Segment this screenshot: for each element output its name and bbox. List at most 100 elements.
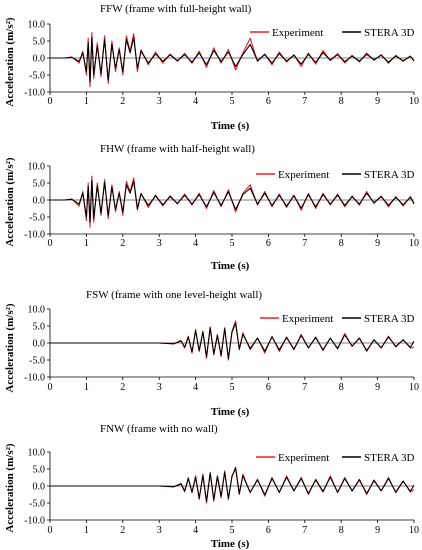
x-tick-label: 10: [409, 382, 419, 393]
legend-label-experiment: Experiment: [282, 313, 333, 325]
x-tick-label: 9: [375, 238, 380, 249]
y-axis-label: Acceleration (m/s²): [4, 17, 16, 106]
x-tick-label: 6: [266, 238, 271, 249]
x-tick-label: 3: [157, 525, 162, 536]
x-tick-label: 10: [409, 525, 419, 536]
x-tick-label: 8: [339, 525, 344, 536]
chart-fnw: FNW (frame with no wall) Acceleration (m…: [4, 423, 419, 550]
chart-panel-fsw: FSW (frame with one level-height wall) A…: [0, 284, 422, 421]
series-line-stera-3d: [50, 37, 415, 83]
chart-fhw: FHW (frame with half-height wall) Accele…: [4, 143, 419, 272]
y-tick-label: 5.0: [33, 179, 46, 190]
y-tick-label: 5.0: [33, 37, 46, 48]
series-line-experiment: [50, 175, 415, 228]
x-tick-label: 8: [339, 238, 344, 249]
series-line-stera-3d: [50, 322, 415, 360]
x-tick-label: 3: [157, 96, 162, 107]
x-tick-label: 0: [48, 525, 53, 536]
x-tick-label: 9: [375, 382, 380, 393]
x-tick-label: 6: [266, 96, 271, 107]
chart-title: FNW (frame with no wall): [100, 423, 218, 435]
chart-title: FSW (frame with one level-height wall): [86, 289, 262, 301]
y-tick-label: -5.0: [29, 499, 45, 510]
y-tick-label: -5.0: [29, 356, 45, 367]
y-tick-label: 0.0: [33, 54, 46, 65]
x-tick-label: 6: [266, 525, 271, 536]
y-tick-label: 0.0: [33, 482, 46, 493]
x-axis-label: Time (s): [211, 120, 250, 132]
y-tick-label: 5.0: [33, 465, 46, 476]
x-axis-label: Time (s): [211, 406, 250, 418]
x-tick-label: 2: [120, 525, 125, 536]
y-tick-label: -10.0: [24, 516, 45, 527]
legend-label-stera: STERA 3D: [364, 313, 414, 325]
chart-panel-fhw: FHW (frame with half-height wall) Accele…: [0, 140, 422, 277]
x-tick-label: 1: [84, 96, 89, 107]
x-tick-label: 10: [409, 238, 419, 249]
x-tick-label: 5: [230, 238, 235, 249]
x-tick-label: 7: [302, 382, 307, 393]
x-tick-label: 4: [193, 382, 198, 393]
series-line-experiment: [50, 31, 415, 88]
y-tick-label: -5.0: [29, 213, 45, 224]
x-axis-label: Time (s): [211, 260, 250, 272]
chart-title: FHW (frame with half-height wall): [100, 143, 255, 155]
x-tick-label: 0: [48, 382, 53, 393]
y-axis-label: Acceleration (m/s²): [4, 157, 16, 246]
y-tick-label: -10.0: [24, 373, 45, 384]
x-tick-label: 9: [375, 96, 380, 107]
x-tick-label: 1: [84, 382, 89, 393]
x-tick-label: 6: [266, 382, 271, 393]
x-tick-label: 5: [230, 382, 235, 393]
x-tick-label: 0: [48, 238, 53, 249]
x-tick-label: 3: [157, 238, 162, 249]
chart-panel-fnw: FNW (frame with no wall) Acceleration (m…: [0, 412, 422, 550]
x-tick-label: 2: [120, 238, 125, 249]
x-tick-label: 10: [409, 96, 419, 107]
x-tick-label: 3: [157, 382, 162, 393]
chart-fsw: FSW (frame with one level-height wall) A…: [4, 289, 419, 418]
y-tick-label: 10.0: [28, 448, 46, 459]
y-tick-label: 10.0: [28, 305, 46, 316]
series-line-stera-3d: [50, 466, 415, 502]
x-tick-label: 2: [120, 96, 125, 107]
x-tick-label: 5: [230, 96, 235, 107]
x-tick-label: 0: [48, 96, 53, 107]
legend-label-stera: STERA 3D: [364, 452, 414, 464]
y-tick-label: 10.0: [28, 162, 46, 173]
x-tick-label: 4: [193, 525, 198, 536]
x-tick-label: 5: [230, 525, 235, 536]
y-tick-label: -10.0: [24, 88, 45, 99]
x-tick-label: 1: [84, 525, 89, 536]
y-axis-label: Acceleration (m/s²): [4, 443, 16, 532]
x-tick-label: 1: [84, 238, 89, 249]
x-axis-label: Time (s): [211, 538, 250, 550]
series-line-stera-3d: [50, 179, 415, 223]
x-tick-label: 9: [375, 525, 380, 536]
x-tick-label: 4: [193, 238, 198, 249]
chart-title: FFW (frame with full-height wall): [100, 3, 252, 15]
y-tick-label: 0.0: [33, 196, 46, 207]
legend-label-stera: STERA 3D: [364, 169, 414, 181]
y-tick-label: 10.0: [28, 20, 46, 31]
x-tick-label: 7: [302, 525, 307, 536]
y-tick-label: 5.0: [33, 322, 46, 333]
legend-label-stera: STERA 3D: [364, 27, 414, 39]
x-tick-label: 8: [339, 382, 344, 393]
chart-panel-ffw: FFW (frame with full-height wall) Accele…: [0, 0, 422, 137]
legend-label-experiment: Experiment: [272, 27, 323, 39]
y-tick-label: -10.0: [24, 230, 45, 241]
chart-ffw: FFW (frame with full-height wall) Accele…: [4, 3, 419, 132]
x-tick-label: 4: [193, 96, 198, 107]
x-tick-label: 2: [120, 382, 125, 393]
y-axis-label: Acceleration (m/s²): [4, 303, 16, 392]
y-tick-label: -5.0: [29, 71, 45, 82]
legend-label-experiment: Experiment: [278, 169, 329, 181]
x-tick-label: 8: [339, 96, 344, 107]
series-line-experiment: [50, 320, 415, 361]
x-tick-label: 7: [302, 96, 307, 107]
legend-label-experiment: Experiment: [278, 452, 329, 464]
x-tick-label: 7: [302, 238, 307, 249]
y-tick-label: 0.0: [33, 339, 46, 350]
